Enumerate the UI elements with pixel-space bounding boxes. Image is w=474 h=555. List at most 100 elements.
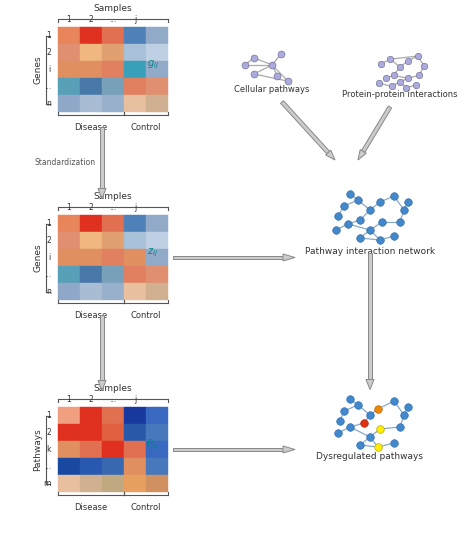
Bar [124,95,146,112]
Bar [146,215,168,232]
Point [356,441,364,450]
Text: Disease: Disease [74,311,108,320]
Point [332,225,340,234]
Point [376,198,384,206]
Point [250,69,258,78]
Bar [124,78,146,95]
Polygon shape [281,100,330,154]
Text: 2: 2 [89,203,93,212]
Text: Genes: Genes [34,55,43,84]
Point [354,195,362,204]
Point [390,70,397,79]
Bar [102,441,124,458]
Text: 1: 1 [46,411,51,420]
Point [402,84,410,93]
Point [284,77,292,85]
Bar [58,441,80,458]
Polygon shape [326,150,335,160]
Text: Control: Control [131,503,161,512]
Bar [80,27,102,44]
Text: 1: 1 [46,31,51,40]
Bar [58,78,80,95]
Polygon shape [98,381,106,391]
Bar [146,407,168,424]
Text: i: i [49,65,51,74]
Text: 1: 1 [67,395,72,404]
Point [374,442,382,451]
Point [390,191,398,200]
Text: ...: ... [109,395,117,404]
Bar [102,458,124,475]
Polygon shape [283,446,295,453]
Bar [102,44,124,61]
Point [250,53,258,62]
Bar [102,283,124,300]
Polygon shape [98,189,106,199]
Polygon shape [362,106,392,153]
Text: 2: 2 [46,48,51,57]
Bar [58,266,80,283]
Bar [102,61,124,78]
Bar [124,61,146,78]
Point [390,438,398,447]
Bar [102,475,124,492]
Point [374,405,382,413]
Point [273,72,281,80]
Bar [58,424,80,441]
Bar [124,266,146,283]
Text: Standardization: Standardization [35,158,96,167]
Bar [146,249,168,266]
Bar [80,407,102,424]
Point [346,190,354,199]
Bar [80,78,102,95]
Point [340,407,348,416]
Bar [146,44,168,61]
Text: m: m [44,479,51,488]
Point [404,402,412,411]
Point [396,422,404,431]
Text: n: n [46,99,51,108]
Bar [124,475,146,492]
Bar [80,215,102,232]
Bar [146,424,168,441]
Bar [80,458,102,475]
Text: $P_{kj}$: $P_{kj}$ [146,438,159,452]
Point [376,425,384,433]
Bar [146,441,168,458]
Bar [146,458,168,475]
Bar [124,232,146,249]
Bar [102,215,124,232]
Point [378,218,386,226]
Text: Protein-protein interactions: Protein-protein interactions [342,89,458,99]
Text: 1: 1 [67,15,72,24]
Bar [124,441,146,458]
Bar [102,249,124,266]
Point [415,70,423,79]
Text: Dysregulated pathways: Dysregulated pathways [317,452,423,461]
Bar [58,249,80,266]
Text: 2: 2 [89,395,93,404]
Point [366,411,374,420]
Text: Pathways: Pathways [34,428,43,471]
Bar [100,315,104,381]
Bar [80,475,102,492]
Text: n: n [46,287,51,296]
Bar [102,232,124,249]
Point [340,201,348,210]
Polygon shape [358,150,366,160]
Bar [124,215,146,232]
Point [375,79,383,88]
Text: j: j [134,15,136,24]
Point [382,74,390,83]
Point [396,63,404,72]
Point [420,61,428,70]
Polygon shape [366,380,374,390]
Bar [80,61,102,78]
Text: 2: 2 [89,15,93,24]
Bar [146,61,168,78]
Bar [124,458,146,475]
Point [360,418,368,427]
Text: $z_{ij}$: $z_{ij}$ [147,247,158,259]
Point [377,59,384,68]
Point [404,57,412,65]
